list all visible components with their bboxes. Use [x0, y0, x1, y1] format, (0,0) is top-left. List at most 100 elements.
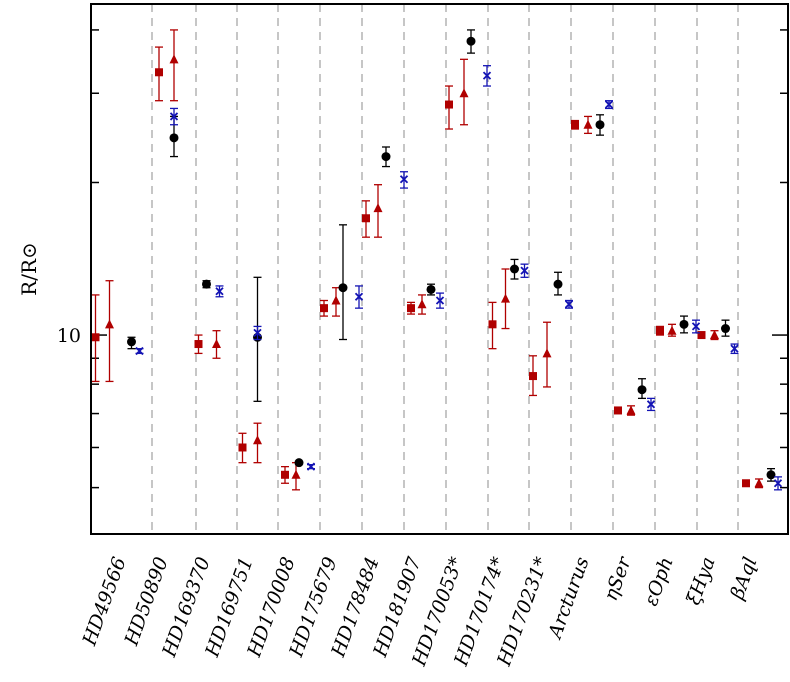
- data-point: [202, 279, 211, 289]
- data-point: [482, 65, 492, 87]
- x-marker: [646, 400, 656, 409]
- data-point: [169, 107, 179, 126]
- x-marker: [354, 292, 364, 301]
- circle-marker: [510, 264, 519, 274]
- square-marker: [281, 470, 289, 479]
- data-point: [721, 319, 730, 337]
- data-point: [730, 343, 739, 355]
- y-axis-label: R/R⊙: [17, 242, 41, 296]
- data-point: [91, 294, 100, 383]
- circle-marker: [637, 385, 647, 395]
- triangle-marker: [459, 88, 469, 98]
- x-marker: [135, 346, 144, 356]
- data-point: [742, 479, 750, 488]
- x-tick-label: ηSer: [600, 552, 637, 603]
- data-point: [155, 46, 163, 102]
- x-tick-labels: HD49566HD50890HD169370HD169751HD170008HD…: [78, 552, 762, 669]
- data-point: [215, 285, 224, 298]
- triangle-marker: [105, 319, 114, 329]
- circle-marker: [679, 319, 689, 329]
- x-marker: [691, 322, 701, 331]
- x-marker: [435, 296, 445, 305]
- data-point: [373, 184, 383, 238]
- triangle-marker: [754, 478, 764, 488]
- data-point: [306, 462, 316, 471]
- data-point: [691, 319, 701, 334]
- x-marker: [604, 100, 614, 109]
- square-marker: [194, 340, 203, 349]
- data-point: [656, 325, 664, 336]
- triangle-marker: [253, 435, 262, 445]
- x-tick-label: Arcturus: [543, 554, 593, 643]
- x-marker: [564, 300, 574, 309]
- separator-lines: [151, 4, 739, 534]
- x-tick-label: εOph: [640, 554, 678, 609]
- triangle-marker: [212, 339, 221, 349]
- data-point: [626, 405, 636, 416]
- triangle-marker: [331, 295, 341, 305]
- data-point: [212, 330, 221, 359]
- data-point: [646, 397, 656, 412]
- circle-marker: [381, 152, 391, 162]
- data-point: [435, 292, 445, 309]
- y-ticks: 10: [57, 29, 788, 489]
- data-point: [362, 200, 370, 238]
- circle-marker: [127, 337, 136, 347]
- triangle-marker: [291, 469, 301, 479]
- x-marker: [253, 328, 262, 338]
- data-point: [426, 283, 436, 296]
- data-point: [294, 458, 304, 468]
- circle-marker: [426, 284, 436, 294]
- square-marker: [445, 100, 453, 109]
- data-point: [595, 114, 605, 136]
- square-marker: [488, 320, 497, 329]
- x-marker: [399, 175, 409, 184]
- data-point: [381, 146, 391, 168]
- data-point: [253, 325, 262, 341]
- triangle-marker: [542, 348, 552, 358]
- square-marker: [742, 479, 750, 488]
- plot-frame: [90, 3, 789, 535]
- data-point: [105, 280, 114, 383]
- circle-marker: [553, 279, 563, 289]
- data-point: [320, 299, 328, 317]
- square-marker: [320, 304, 328, 313]
- data-point: [459, 58, 469, 126]
- data-point: [338, 224, 348, 341]
- triangle-marker: [710, 330, 719, 340]
- x-tick-label: βAql: [726, 554, 762, 603]
- data-point: [135, 346, 144, 356]
- data-point: [399, 171, 409, 189]
- triangle-marker: [583, 119, 593, 129]
- x-marker: [169, 112, 179, 121]
- data-point: [417, 294, 427, 315]
- data-point: [604, 100, 614, 110]
- square-marker: [91, 333, 100, 342]
- data-point: [542, 321, 552, 388]
- data-point: [773, 476, 783, 491]
- data-point: [754, 478, 764, 489]
- square-marker: [362, 214, 370, 223]
- data-point: [679, 315, 689, 334]
- x-marker: [520, 266, 529, 275]
- square-marker: [407, 304, 415, 313]
- data-point: [583, 115, 593, 135]
- data-point: [354, 285, 364, 309]
- data-point: [127, 336, 136, 350]
- circle-marker: [721, 324, 730, 334]
- circle-marker: [202, 279, 211, 289]
- data-point: [169, 29, 179, 102]
- circle-marker: [294, 458, 304, 468]
- x-tick-label: ξHya: [682, 554, 719, 608]
- x-marker: [306, 462, 316, 471]
- data-point: [501, 268, 510, 330]
- data-point: [238, 432, 247, 464]
- circle-marker: [466, 36, 476, 46]
- data-point: [407, 301, 415, 315]
- triangle-marker: [169, 54, 179, 64]
- triangle-marker: [667, 325, 677, 335]
- data-point: [529, 355, 537, 397]
- circle-marker: [595, 120, 605, 130]
- square-marker: [656, 326, 664, 335]
